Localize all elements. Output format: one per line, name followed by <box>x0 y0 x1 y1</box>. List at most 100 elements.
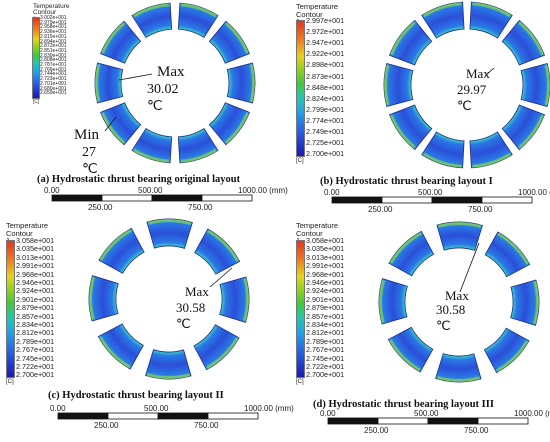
legend-value: 2.857e+001 <box>16 311 55 321</box>
legend-value: 2.901e+001 <box>306 294 345 304</box>
legend-value: 2.879e+001 <box>16 303 55 313</box>
legend-value: 2.968e+001 <box>306 269 345 279</box>
pad-hot-edge <box>181 3 217 18</box>
legend-value: 2.851e+001 <box>40 47 67 54</box>
max-label: Max <box>466 66 490 81</box>
pad-hot-edge <box>225 22 249 54</box>
legend-value: 2.700e+001 <box>306 149 345 159</box>
max-value: 29.97 ℃ <box>457 82 487 113</box>
bearing-ring <box>383 1 550 169</box>
pad-hot-edge <box>496 340 529 372</box>
max-value: 30.58 ℃ <box>176 300 206 331</box>
pad-hot-edge <box>472 2 511 18</box>
legend-unit: [C] <box>33 99 40 105</box>
legend-value: 2.991e+001 <box>16 261 55 271</box>
legend-value: 2.766e+001 <box>40 66 67 73</box>
scale-label: 0.00 <box>320 409 336 418</box>
legend-value: 2.997e+001 <box>306 16 345 25</box>
scale-segment <box>201 194 253 202</box>
legend-value: 2.947e+001 <box>306 38 345 48</box>
pad-hot-edge <box>94 64 101 102</box>
pad-hot-edge <box>472 152 511 168</box>
legend-value: 2.873e+001 <box>306 71 345 81</box>
legend-value: 2.879e+001 <box>306 303 345 313</box>
legend-value: 3.035e+001 <box>306 244 345 254</box>
legend-color-bar <box>6 240 15 378</box>
scale-label: 1000.00 (mm) <box>244 404 294 413</box>
scale-segment <box>327 417 379 425</box>
legend-value: 2.808e+001 <box>40 57 67 64</box>
max-label: Max <box>157 64 185 80</box>
legend-value: 2.749e+001 <box>306 127 345 136</box>
scale-label: 750.00 <box>188 203 213 212</box>
legend-value: 2.745e+001 <box>306 353 345 363</box>
legend-value: 2.745e+001 <box>16 353 55 363</box>
scale-label: 1000.00 (mm) <box>518 188 550 197</box>
scale-label: 500.00 <box>144 404 169 413</box>
pad-hot-edge <box>533 281 539 324</box>
legend-value: 2.767e+001 <box>16 345 55 355</box>
scale-label: 1000.00 (mm) <box>238 186 288 195</box>
legend-value: 2.946e+001 <box>16 278 55 287</box>
legend-value: 2.744e+001 <box>40 71 67 78</box>
scale-bar: 0.00 500.00 1000.00 (mm) 250.00 750.00 <box>320 409 550 435</box>
pad-hot-edge <box>497 232 529 265</box>
legend-value: 2.958e+001 <box>40 24 67 31</box>
pad-hot-edge <box>181 148 217 163</box>
legend-value: 2.857e+001 <box>306 311 345 321</box>
scale-label: 750.00 <box>194 421 219 430</box>
legend-value: 2.968e+001 <box>16 269 55 279</box>
min-value: 27 ℃ <box>82 145 98 177</box>
legend-value: 2.824e+001 <box>306 93 345 103</box>
legend-value: 2.767e+001 <box>306 345 345 355</box>
legend-value: 2.774e+001 <box>306 115 345 125</box>
scale-label: 250.00 <box>88 203 113 212</box>
legend-value: 2.722e+001 <box>306 362 345 371</box>
legend-value: 2.701e+001 <box>40 80 67 87</box>
legend-value: 2.725e+001 <box>306 138 345 148</box>
legend-value: 2.924e+001 <box>16 286 55 296</box>
pad-hot-edge <box>99 229 132 261</box>
pad-hot-edge <box>225 112 249 144</box>
legend-value: 2.915e+001 <box>40 33 67 40</box>
legend-value: 2.799e+001 <box>306 104 345 114</box>
legend-value: 3.002e+001 <box>40 15 67 21</box>
legend-value: 2.901e+001 <box>16 294 55 304</box>
legend-unit: [C] <box>296 158 304 164</box>
scale-bar: 0.00 500.00 1000.00 (mm) 250.00 750.00 <box>324 188 550 214</box>
scale-segment <box>207 412 259 420</box>
min-leader-line <box>104 116 117 132</box>
pad-hot-edge <box>384 65 390 105</box>
max-value: 30.02 ℃ <box>147 82 179 114</box>
scale-segment <box>377 417 429 425</box>
scale-label: 1000.00 (mm) <box>514 409 550 418</box>
scale-label: 750.00 <box>468 205 493 214</box>
legend-value: 3.013e+001 <box>16 252 55 262</box>
pad-hot-edge <box>544 65 550 105</box>
legend-value: 3.058e+001 <box>306 236 345 245</box>
legend-value: 2.946e+001 <box>306 278 345 287</box>
pad-hot-edge <box>133 148 169 163</box>
pad-hot-edge <box>518 115 544 149</box>
pad-hot-edge <box>423 152 462 168</box>
legend-value: 2.872e+001 <box>40 43 67 50</box>
legend-value: 2.787e+001 <box>40 62 67 68</box>
legend-value: 2.812e+001 <box>306 328 345 338</box>
legend-value: 2.936e+001 <box>40 29 67 36</box>
legend-title: Temperature <box>33 3 70 10</box>
scale-segment <box>427 417 479 425</box>
max-leader-line <box>209 267 233 288</box>
pad-hot-edge <box>379 280 385 323</box>
scale-segment <box>477 417 529 425</box>
legend-unit: [C] <box>296 379 304 385</box>
legend-value: 3.035e+001 <box>16 244 55 254</box>
scale-label: 750.00 <box>464 426 489 435</box>
legend-value: 2.830e+001 <box>40 52 67 59</box>
max-leader-line <box>484 67 495 77</box>
scale-label: 250.00 <box>368 205 393 214</box>
pad-hot-edge <box>243 278 250 321</box>
max-leader-line <box>118 73 153 81</box>
legend-value: 2.834e+001 <box>16 320 55 329</box>
legend-value: 2.848e+001 <box>306 82 345 92</box>
pad-hot-edge <box>133 3 169 18</box>
